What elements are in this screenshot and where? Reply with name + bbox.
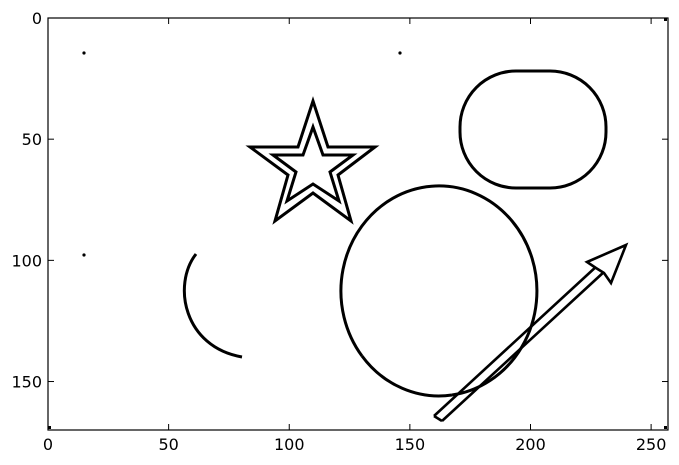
x-tick-label: 0 [43, 435, 53, 454]
y-tick-label: 150 [11, 373, 42, 392]
arc-shape [182, 253, 243, 359]
y-tick-label: 0 [32, 9, 42, 28]
image-content [82, 51, 629, 423]
x-tick-label: 200 [515, 435, 546, 454]
dot [82, 51, 86, 55]
rounded-rectangle-shape [458, 69, 608, 190]
axes-frame [47, 17, 669, 431]
x-tick-label: 100 [274, 435, 305, 454]
x-tick-label: 50 [158, 435, 178, 454]
dot [398, 51, 402, 55]
x-axis: 0 50 100 150 200 250 [43, 18, 666, 454]
star-shape [245, 96, 380, 225]
x-tick-label: 250 [636, 435, 667, 454]
corner-speck [48, 426, 51, 429]
y-axis: 0 50 100 150 [11, 9, 668, 392]
y-tick-label: 50 [22, 130, 42, 149]
corner-speck [664, 426, 667, 429]
x-tick-label: 150 [395, 435, 426, 454]
arrow-shape [433, 242, 629, 423]
circle-shape-part [360, 355, 453, 398]
y-tick-label: 100 [11, 251, 42, 270]
corner-speck [664, 18, 667, 21]
dot [82, 253, 86, 257]
